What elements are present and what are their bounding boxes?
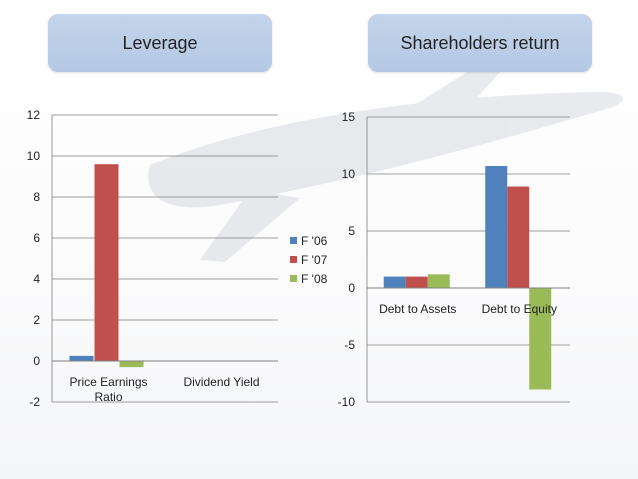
- y-tick-label: 0: [33, 354, 40, 368]
- legend-label: F '06: [301, 234, 328, 248]
- category-label: Debt to Equity: [482, 302, 557, 316]
- bar-f07-1: [507, 186, 530, 288]
- y-tick-label: 6: [33, 231, 40, 245]
- y-tick-label: -10: [338, 395, 356, 409]
- y-tick-label: 15: [342, 110, 356, 124]
- shareholders-return-chart: -10 -5 0 5 10 15 Debt to Assets Debt to Equity: [338, 110, 570, 409]
- legend: F '06 F '07 F '08: [290, 234, 328, 286]
- legend-swatch: [290, 237, 297, 244]
- chart-title-shareholders-return: Shareholders return: [368, 14, 592, 72]
- legend-label: F '07: [301, 253, 328, 267]
- y-tick-label: -2: [29, 395, 40, 409]
- bar-f08-0: [427, 274, 450, 288]
- y-tick-label: 8: [33, 190, 40, 204]
- legend-label: F '08: [301, 272, 328, 286]
- y-tick-label: 10: [27, 149, 41, 163]
- y-tick-label: 4: [33, 272, 40, 286]
- bar-f06-1: [485, 166, 508, 288]
- y-tick-label: 0: [348, 281, 355, 295]
- category-label: Price Earnings Ratio: [69, 375, 147, 404]
- y-tick-label: 2: [33, 313, 40, 327]
- category-label: Dividend Yield: [183, 375, 259, 389]
- y-tick-label: 5: [348, 224, 355, 238]
- category-label: Debt to Assets: [379, 302, 456, 316]
- y-tick-label: -5: [344, 338, 355, 352]
- bar-f07-0: [94, 164, 119, 361]
- y-tick-label: 10: [342, 167, 356, 181]
- bar-f07-0: [405, 276, 428, 288]
- y-tick-label: 12: [27, 108, 41, 122]
- bar-f06-0: [69, 355, 94, 361]
- legend-swatch: [290, 256, 297, 263]
- leverage-chart: -2 0 2 4 6 8 10 12 Price Earnings Ratio Dividend Y…: [27, 108, 278, 409]
- legend-swatch: [290, 275, 297, 282]
- bar-f08-1: [529, 288, 552, 390]
- chart-title-leverage: Leverage: [48, 14, 272, 72]
- bar-f06-0: [383, 276, 406, 288]
- bar-f08-0: [119, 361, 144, 368]
